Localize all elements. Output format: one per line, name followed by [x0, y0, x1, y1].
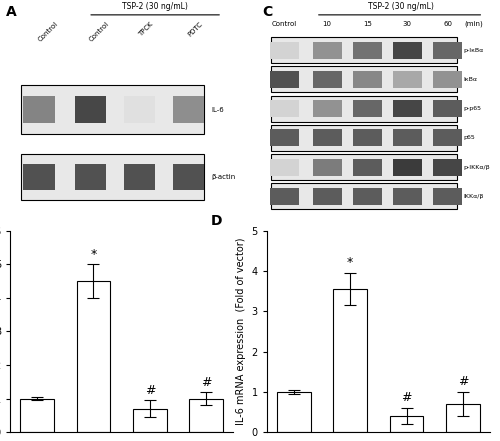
Y-axis label: IL-6 mRNA expression  (Fold of vector): IL-6 mRNA expression (Fold of vector) [236, 238, 246, 425]
Bar [393, 100, 422, 117]
Bar [393, 188, 422, 205]
Bar [21, 86, 204, 134]
Bar [312, 188, 342, 205]
Text: 30: 30 [403, 21, 412, 27]
Bar [271, 66, 456, 93]
Bar [433, 188, 462, 205]
Text: #: # [144, 384, 155, 397]
Bar [446, 404, 480, 432]
Bar [334, 289, 367, 432]
Bar [173, 164, 204, 190]
Bar [352, 129, 382, 146]
Bar [270, 41, 299, 59]
Bar [24, 96, 54, 123]
Bar [312, 129, 342, 146]
Bar [271, 125, 456, 151]
Bar [393, 129, 422, 146]
Bar [393, 159, 422, 176]
Bar [271, 37, 456, 63]
Text: p-IKKα/β: p-IKKα/β [463, 164, 490, 170]
Text: *: * [90, 248, 96, 261]
Bar [352, 71, 382, 88]
Bar [352, 41, 382, 59]
Text: TPCK: TPCK [138, 21, 154, 37]
Text: p-IκBα: p-IκBα [463, 48, 483, 52]
Text: D: D [211, 214, 222, 228]
Bar [76, 281, 110, 432]
Bar [352, 159, 382, 176]
Text: Control: Control [37, 21, 59, 43]
Text: Control: Control [88, 21, 110, 43]
Bar [393, 71, 422, 88]
Text: β-actin: β-actin [211, 174, 235, 180]
Text: #: # [402, 391, 412, 404]
Bar [270, 129, 299, 146]
Bar [74, 96, 106, 123]
Bar [433, 71, 462, 88]
Bar [390, 416, 424, 432]
Bar [312, 159, 342, 176]
Bar [270, 71, 299, 88]
Bar [270, 188, 299, 205]
Text: p-p65: p-p65 [463, 106, 481, 111]
Text: TSP-2 (30 ng/mL): TSP-2 (30 ng/mL) [368, 2, 434, 11]
Text: *: * [347, 256, 354, 269]
Text: Control: Control [272, 21, 297, 27]
Text: p65: p65 [463, 135, 475, 140]
Text: #: # [458, 375, 468, 388]
Bar [124, 96, 155, 123]
Bar [74, 164, 106, 190]
Bar [433, 129, 462, 146]
Bar [124, 164, 155, 190]
Bar [270, 100, 299, 117]
Text: (min): (min) [464, 21, 483, 27]
Bar [133, 409, 166, 432]
Text: 10: 10 [322, 21, 332, 27]
Bar [24, 164, 54, 190]
Bar [433, 41, 462, 59]
Bar [393, 41, 422, 59]
Bar [312, 41, 342, 59]
Bar [271, 154, 456, 180]
Text: IL-6: IL-6 [211, 107, 224, 112]
Bar [20, 399, 54, 432]
Bar [21, 154, 204, 200]
Bar [433, 100, 462, 117]
Bar [352, 100, 382, 117]
Text: TSP-2 (30 ng/mL): TSP-2 (30 ng/mL) [122, 2, 188, 11]
Bar [312, 100, 342, 117]
Bar [190, 399, 223, 432]
Bar [173, 96, 204, 123]
Bar [271, 183, 456, 209]
Text: 15: 15 [363, 21, 372, 27]
Bar [270, 159, 299, 176]
Bar [433, 159, 462, 176]
Text: A: A [6, 5, 16, 19]
Text: IκBα: IκBα [463, 77, 477, 82]
Text: PDTC: PDTC [186, 21, 204, 38]
Text: C: C [262, 5, 272, 19]
Bar [271, 96, 456, 122]
Text: 60: 60 [443, 21, 452, 27]
Text: #: # [201, 375, 211, 389]
Bar [352, 188, 382, 205]
Bar [312, 71, 342, 88]
Bar [277, 392, 310, 432]
Text: IKKα/β: IKKα/β [463, 194, 483, 199]
